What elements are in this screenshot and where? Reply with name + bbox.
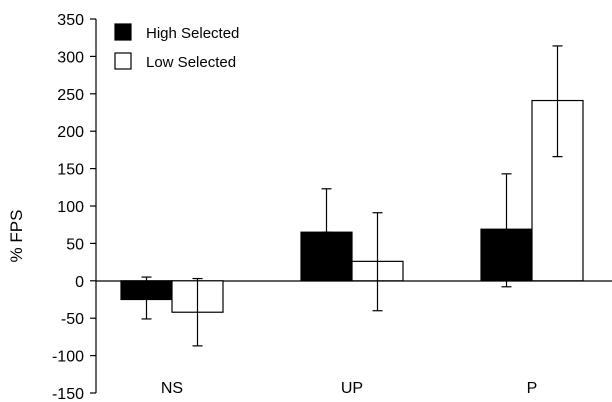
y-tick-label: -50 bbox=[61, 311, 84, 328]
legend: High Selected Low Selected bbox=[114, 23, 239, 71]
y-tick-label: 200 bbox=[57, 124, 84, 141]
legend-swatch-low bbox=[114, 52, 132, 70]
legend-swatch-high bbox=[114, 23, 132, 41]
category-label-up: UP bbox=[341, 380, 363, 397]
category-labels: NS UP P bbox=[161, 380, 537, 397]
y-tick-label: -100 bbox=[52, 349, 84, 366]
y-tick-label: 0 bbox=[75, 274, 84, 291]
legend-label-high: High Selected bbox=[146, 25, 239, 42]
category-label-ns: NS bbox=[161, 380, 183, 397]
legend-label-low: Low Selected bbox=[146, 54, 236, 71]
y-ticks: -150 -100 -50 0 50 100 150 200 250 300 350 bbox=[52, 12, 96, 402]
y-tick-label: -150 bbox=[52, 386, 84, 402]
y-tick-label: 50 bbox=[66, 236, 84, 253]
y-tick-label: 150 bbox=[57, 162, 84, 179]
bars bbox=[120, 45, 584, 347]
y-tick-label: 250 bbox=[57, 87, 84, 104]
y-tick-label: 100 bbox=[57, 199, 84, 216]
bar-high-up bbox=[300, 231, 353, 282]
y-tick-label: 300 bbox=[57, 49, 84, 66]
y-tick-label: 350 bbox=[57, 12, 84, 29]
category-label-p: P bbox=[527, 380, 538, 397]
y-axis-label: % FPS bbox=[7, 210, 26, 263]
